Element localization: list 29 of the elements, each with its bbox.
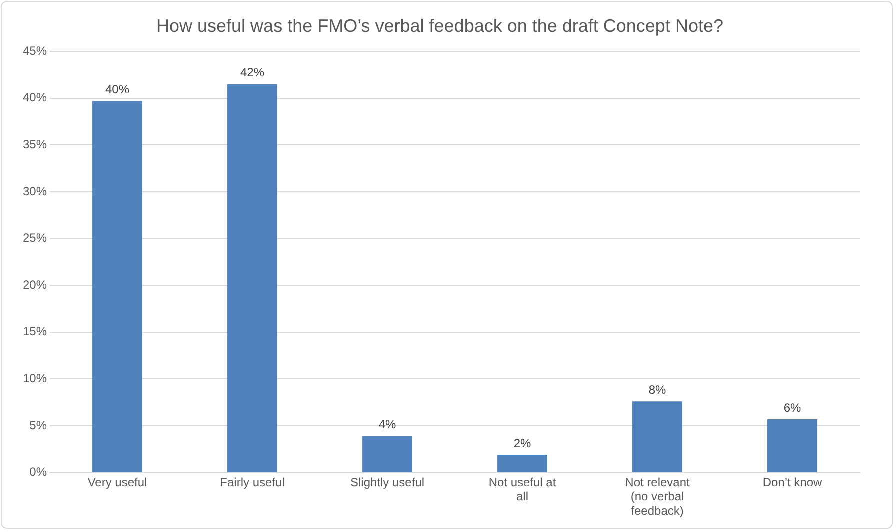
chart-title: How useful was the FMO’s verbal feedback on the draft Concept Note? xyxy=(156,16,724,36)
x-tick-label: Very useful xyxy=(88,475,148,490)
y-tick-label: 0% xyxy=(30,465,48,480)
x-tick-label: Fairly useful xyxy=(220,475,285,490)
data-label: 40% xyxy=(106,82,130,97)
data-label: 8% xyxy=(648,382,667,397)
y-tick-label: 5% xyxy=(30,418,48,432)
data-label: 42% xyxy=(240,66,265,80)
data-label: 4% xyxy=(378,418,397,432)
y-tick-label: 45% xyxy=(22,44,48,58)
x-tick-label: Not useful at all xyxy=(488,475,557,504)
bar xyxy=(362,436,412,472)
x-tick-label: Slightly useful xyxy=(350,475,425,490)
data-label: 2% xyxy=(514,436,532,450)
y-tick-label: 30% xyxy=(22,184,48,198)
x-tick-label: Don’t know xyxy=(762,475,823,490)
y-tick-label: 40% xyxy=(22,90,48,105)
y-tick-label: 20% xyxy=(22,278,48,292)
data-label: 6% xyxy=(784,400,802,415)
y-tick-label: 35% xyxy=(22,138,48,152)
bar xyxy=(228,84,278,472)
y-tick-label: 25% xyxy=(22,231,48,246)
bar xyxy=(92,101,142,472)
bar xyxy=(768,419,818,472)
y-tick-label: 15% xyxy=(22,324,48,339)
bar xyxy=(632,402,682,472)
y-tick-label: 10% xyxy=(22,372,48,386)
bar xyxy=(498,455,548,472)
x-tick-label: Not relevant (no verbal feedback) xyxy=(625,475,691,518)
